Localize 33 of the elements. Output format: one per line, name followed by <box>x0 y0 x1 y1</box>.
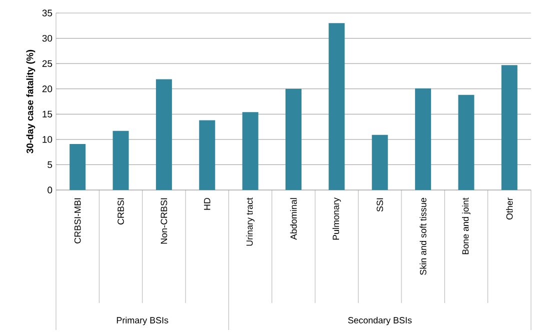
y-tick-label: 25 <box>42 60 52 67</box>
bar <box>286 88 302 190</box>
y-tick-label: 10 <box>42 136 52 143</box>
x-tick-label: Abdominal <box>290 198 297 240</box>
y-tick-label: 30 <box>42 34 52 42</box>
x-tick-label: Other <box>506 198 513 220</box>
y-tick-label: 20 <box>42 86 52 92</box>
bar <box>199 120 216 190</box>
bar <box>372 134 388 190</box>
bar <box>70 144 86 190</box>
bar <box>501 65 518 190</box>
bar <box>112 130 129 190</box>
text: Primary BSIs <box>116 316 168 326</box>
x-tick-label: Pulmonary <box>332 198 341 240</box>
y-tick-label: 15 <box>42 110 52 118</box>
bar <box>156 79 172 190</box>
y-tick-label: 35 <box>42 10 52 16</box>
bar <box>415 88 432 190</box>
x-tick-label: CRBSI-MBI <box>74 198 81 244</box>
y-tick-label: 5 <box>48 161 52 168</box>
x-tick-label: Non-CRBSI <box>160 198 168 244</box>
x-tick-label: Skin and soft tissue <box>420 198 426 275</box>
x-tick-label: HD <box>204 198 210 210</box>
bar <box>328 23 345 190</box>
text: Secondary BSIs <box>348 316 412 326</box>
x-tick-label: CRBSI <box>118 198 124 224</box>
bar <box>458 94 474 190</box>
x-tick-label: SSI <box>376 198 384 212</box>
bar <box>242 112 258 190</box>
y-tick-label: 0 <box>48 186 52 194</box>
x-tick-label: Urinary tract <box>246 198 254 246</box>
x-tick-label: Bone and joint <box>462 198 470 254</box>
y-axis-title: 30-day case fatality (%) <box>26 50 36 154</box>
